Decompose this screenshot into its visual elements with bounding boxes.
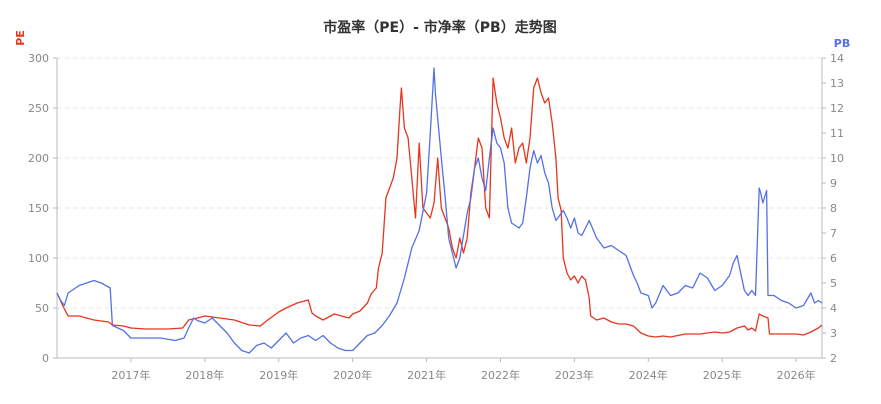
x-tick-label: 2025年 <box>703 368 742 382</box>
right-tick-label: 3 <box>830 327 837 340</box>
left-tick-label: 150 <box>28 202 49 215</box>
right-axis-label: PB <box>834 37 850 50</box>
x-tick-label: 2017年 <box>111 368 150 382</box>
right-tick-label: 7 <box>830 227 837 240</box>
pb-series-line <box>56 67 823 354</box>
x-tick-label: 2023年 <box>555 368 594 382</box>
left-tick-label: 200 <box>28 152 49 165</box>
left-axis-ticks: 0 50 100 150 200 250 300 <box>28 52 57 365</box>
right-tick-label: 11 <box>830 127 844 140</box>
x-axis-ticks: 2017年 2018年 2019年 2020年 2021年 2022年 2023年 2024年… <box>111 358 816 382</box>
left-tick-label: 50 <box>35 302 49 315</box>
x-tick-label: 2024年 <box>629 368 668 382</box>
right-tick-label: 10 <box>830 152 844 165</box>
left-axis-label: PE <box>14 30 27 46</box>
right-tick-label: 13 <box>830 77 844 90</box>
left-tick-label: 100 <box>28 252 49 265</box>
left-tick-label: 300 <box>28 52 49 65</box>
right-tick-label: 2 <box>830 352 837 365</box>
x-tick-label: 2018年 <box>185 368 224 382</box>
pe-series-line <box>56 77 823 338</box>
right-tick-label: 9 <box>830 177 837 190</box>
x-tick-label: 2026年 <box>777 368 816 382</box>
series-lines <box>56 67 823 354</box>
chart-title: 市盈率（PE）- 市净率（PB）走势图 <box>323 19 556 36</box>
left-tick-label: 250 <box>28 102 49 115</box>
x-tick-label: 2022年 <box>481 368 520 382</box>
left-tick-label: 0 <box>42 352 49 365</box>
right-tick-label: 8 <box>830 202 837 215</box>
x-tick-label: 2021年 <box>407 368 446 382</box>
x-tick-label: 2020年 <box>333 368 372 382</box>
right-tick-label: 5 <box>830 277 837 290</box>
right-axis-ticks: 2 3 4 5 6 7 8 9 10 11 12 13 14 <box>822 52 844 365</box>
right-tick-label: 14 <box>830 52 844 65</box>
x-tick-label: 2019年 <box>259 368 298 382</box>
right-tick-label: 6 <box>830 252 837 265</box>
right-tick-label: 4 <box>830 302 837 315</box>
right-tick-label: 12 <box>830 102 844 115</box>
